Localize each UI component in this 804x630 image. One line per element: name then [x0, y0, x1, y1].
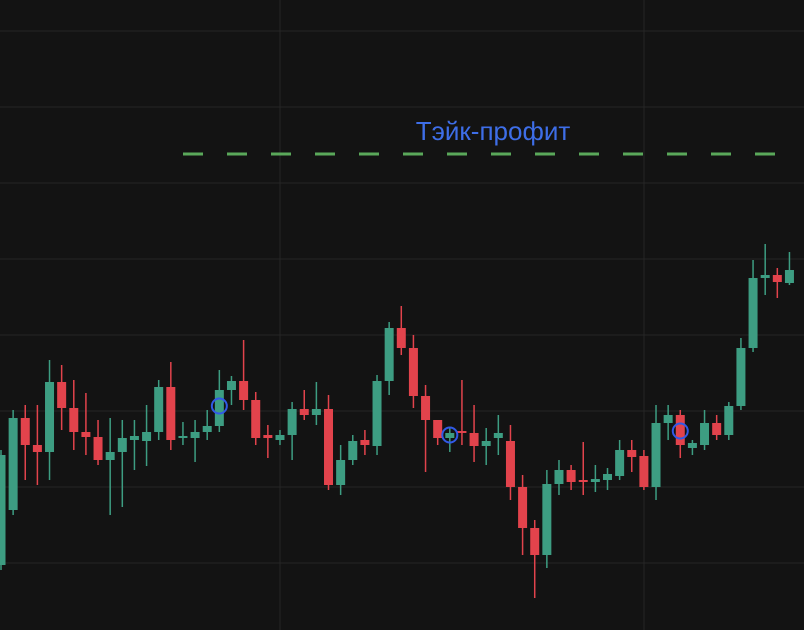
candle-body [748, 278, 758, 348]
candle-body [603, 474, 612, 480]
candle-body [360, 440, 370, 445]
candle-body [421, 396, 431, 420]
candle-body [627, 450, 637, 457]
candle-body [45, 382, 55, 452]
entry-markers [210, 397, 689, 444]
candle-body [554, 470, 564, 484]
candle-body [408, 348, 418, 396]
candle-body [724, 406, 734, 435]
candle-body [239, 381, 249, 400]
candle-body [372, 381, 382, 446]
take-profit-level: Тэйк-профит [183, 116, 776, 156]
candle-body [214, 390, 224, 426]
candle-body [348, 441, 358, 460]
candle-body [251, 400, 261, 438]
candle-body [566, 470, 576, 482]
candle-body [32, 445, 42, 452]
candle-body [615, 450, 625, 476]
candle-body [105, 452, 115, 460]
candle-body [8, 418, 18, 510]
candle-body [81, 432, 91, 437]
candle-body [154, 387, 164, 432]
candle-body [651, 423, 661, 487]
candle-body [202, 426, 212, 432]
candle-body [190, 432, 200, 438]
candle-body [166, 387, 176, 440]
candle-body [590, 479, 600, 482]
candle-body [336, 460, 346, 485]
candle-body [324, 409, 334, 485]
candle-body [299, 409, 309, 415]
candle-body [0, 455, 6, 565]
candle-body [93, 437, 103, 460]
candle-body [69, 408, 79, 432]
candle-body [433, 420, 443, 438]
candle-body [712, 423, 722, 435]
candle-body [396, 328, 406, 348]
grid [0, 30, 804, 564]
take-profit-label: Тэйк-профит [416, 116, 571, 146]
candle-body [760, 275, 770, 278]
candle-body [530, 528, 540, 555]
entry-marker [671, 422, 689, 440]
candle-body [178, 436, 188, 438]
candle-body [275, 435, 285, 440]
candle-body [663, 415, 673, 423]
candle-body [142, 432, 152, 441]
candle-body [481, 441, 491, 446]
candle-body [469, 433, 479, 446]
candle-body [518, 487, 528, 528]
candle-body [287, 409, 297, 435]
candle-body [542, 484, 552, 555]
entry-marker [210, 397, 228, 415]
candle-body [57, 382, 67, 408]
candle-body [445, 433, 455, 438]
candle-body [675, 415, 685, 445]
candle-body [578, 480, 588, 482]
candle-body [20, 418, 30, 445]
candle-body [384, 328, 394, 381]
candle-body [226, 381, 236, 390]
candle-body [457, 431, 467, 433]
candles [0, 244, 794, 598]
candle-body [639, 456, 649, 487]
candle-body [311, 409, 321, 415]
candle-body [493, 433, 503, 438]
candle-body [784, 270, 794, 283]
candle-body [117, 438, 127, 452]
candle-body [772, 275, 782, 282]
entry-marker [441, 426, 459, 444]
candle-body [129, 436, 139, 440]
candle-body [736, 348, 746, 406]
candle-body [687, 443, 697, 448]
candle-body [505, 441, 515, 487]
candle-body [700, 423, 710, 445]
candle-body [263, 435, 273, 438]
